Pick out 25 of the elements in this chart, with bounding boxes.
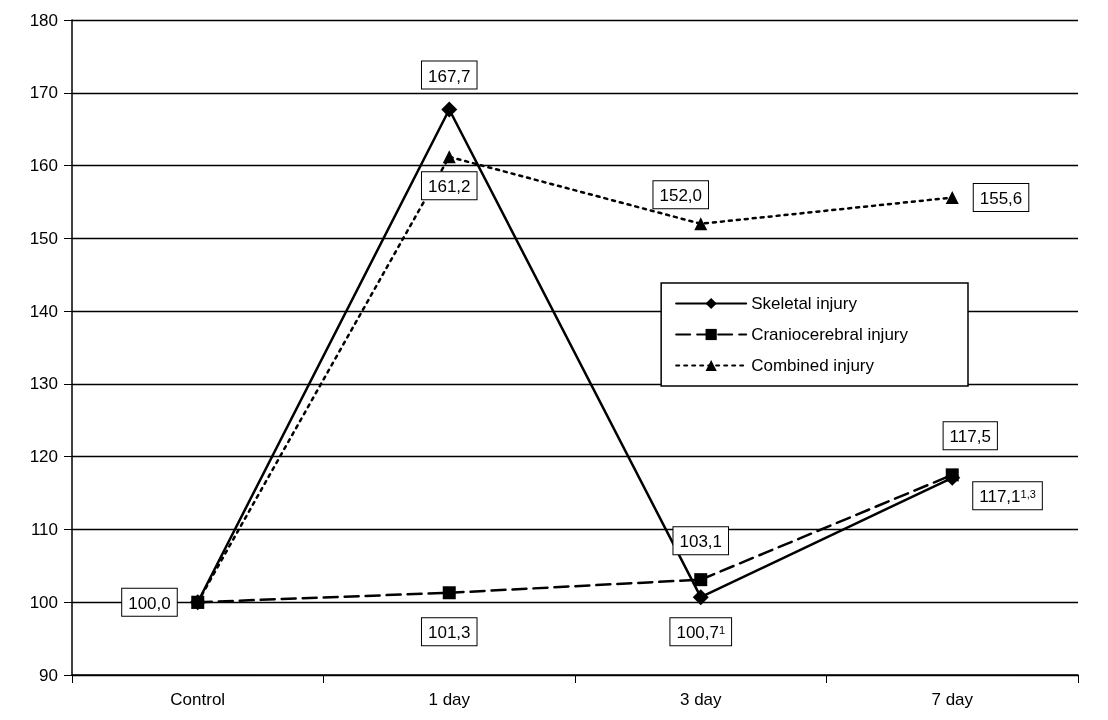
y-tick-label: 130 [29, 374, 58, 394]
data-label: 161,2 [427, 177, 471, 197]
x-tick-label: 1 day [428, 690, 471, 709]
x-tick-label: 3 day [679, 690, 723, 709]
y-tick-label: 90 [39, 665, 58, 685]
data-label: 152,0 [659, 186, 703, 206]
y-tick-label: 180 [29, 10, 58, 30]
data-label: 167,7 [427, 66, 471, 86]
legend-label: Skeletal injury [751, 294, 858, 313]
legend-label: Craniocerebral injury [751, 325, 909, 344]
data-label: 103,1 [679, 532, 723, 552]
data-label: 100,0 [128, 593, 171, 613]
x-tick-label: Control [170, 690, 226, 709]
y-tick-label: 150 [29, 228, 58, 248]
legend-label: Combined injury [751, 356, 875, 375]
data-label: 101,3 [427, 623, 471, 643]
data-label: 117,5 [949, 427, 991, 447]
x-tick-label: 7 day [931, 690, 974, 709]
data-label: 155,6 [979, 189, 1023, 209]
y-tick-label: 160 [29, 156, 58, 176]
y-tick-label: 100 [29, 592, 58, 612]
y-tick-label: 120 [29, 447, 58, 467]
y-tick-label: 170 [29, 83, 58, 103]
y-tick-label: 110 [30, 519, 58, 539]
y-tick-label: 140 [29, 301, 58, 321]
